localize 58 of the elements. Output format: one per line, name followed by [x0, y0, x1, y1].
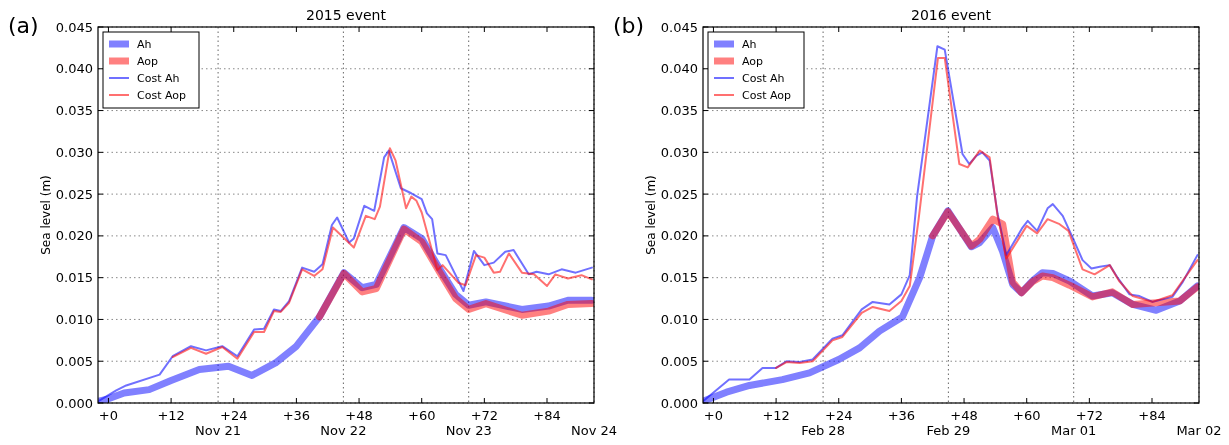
x-tick-label: +24	[825, 408, 853, 423]
ref-line-label: Mar 02	[1176, 423, 1222, 438]
y-tick-label: 0.030	[660, 144, 698, 160]
y-tick-label: 0.045	[660, 19, 698, 35]
x-tick-label: +60	[407, 408, 436, 423]
y-tick-label: 0.020	[660, 228, 698, 244]
chart-title: 2016 event	[911, 7, 992, 23]
y-tick-label: 0.015	[660, 270, 698, 286]
x-tick-label: +12	[762, 408, 790, 423]
x-tick-label: +0	[98, 408, 119, 423]
ref-line-label: Nov 23	[445, 423, 492, 438]
y-tick-label: 0.000	[55, 395, 93, 411]
ref-line-label: Feb 28	[801, 423, 845, 438]
ref-line-label: Nov 21	[195, 423, 242, 438]
x-tick-label: +36	[282, 408, 311, 423]
ref-line-label: Nov 22	[320, 423, 367, 438]
legend-label: Aop	[742, 55, 764, 68]
ref-line-label: Nov 24	[570, 423, 618, 438]
x-tick-label: +60	[1012, 408, 1041, 423]
y-tick-label: 0.040	[55, 61, 93, 77]
legend-label: Cost Ah	[742, 72, 785, 85]
x-tick-label: +84	[1138, 408, 1166, 423]
y-tick-label: 0.020	[55, 228, 93, 244]
y-tick-label: 0.035	[660, 103, 698, 119]
y-tick-label: 0.005	[660, 353, 698, 369]
x-tick-label: +0	[703, 408, 724, 423]
legend-label: Cost Aop	[742, 89, 792, 102]
x-tick-label: +72	[470, 408, 499, 423]
legend-label: Aop	[137, 55, 159, 68]
x-tick-label: +12	[157, 408, 185, 423]
x-tick-label: +48	[950, 408, 978, 423]
x-tick-label: +72	[1075, 408, 1104, 423]
y-tick-label: 0.035	[55, 103, 93, 119]
x-tick-label: +84	[533, 408, 561, 423]
y-tick-label: 0.010	[660, 311, 698, 327]
legend-label: Ah	[137, 38, 152, 51]
y-tick-label: 0.040	[660, 61, 698, 77]
text: (a)	[8, 13, 39, 38]
y-tick-label: 0.000	[660, 395, 698, 411]
legend-label: Cost Ah	[137, 72, 180, 85]
y-tick-label: 0.005	[55, 353, 93, 369]
y-tick-label: 0.025	[660, 186, 698, 202]
chart-title: 2015 event	[306, 7, 387, 23]
x-tick-label: +36	[887, 408, 916, 423]
y-axis-title: Sea level (m)	[644, 175, 658, 255]
text: (b)	[613, 13, 645, 38]
y-tick-label: 0.045	[55, 19, 93, 35]
ref-line-label: Feb 29	[926, 423, 971, 438]
legend-label: Ah	[742, 38, 757, 51]
ref-line-label: Mar 01	[1051, 423, 1097, 438]
x-tick-label: +48	[345, 408, 373, 423]
y-tick-label: 0.030	[55, 144, 93, 160]
legend-label: Cost Aop	[137, 89, 187, 102]
x-tick-label: +24	[220, 408, 248, 423]
y-tick-label: 0.010	[55, 311, 93, 327]
y-axis-title: Sea level (m)	[39, 175, 53, 255]
y-tick-label: 0.025	[55, 186, 93, 202]
y-tick-label: 0.015	[55, 270, 93, 286]
